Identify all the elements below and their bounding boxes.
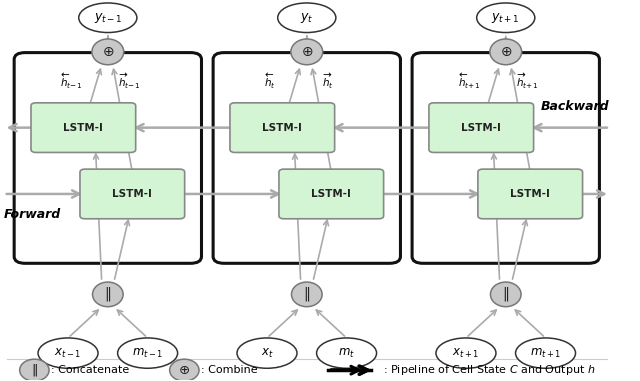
Text: $\overleftarrow{h}_{t\!+\!1}$: $\overleftarrow{h}_{t\!+\!1}$ xyxy=(458,71,480,91)
Text: $y_{t-1}$: $y_{t-1}$ xyxy=(93,11,122,25)
Ellipse shape xyxy=(436,338,496,368)
Text: $y_{t+1}$: $y_{t+1}$ xyxy=(492,11,520,25)
Text: $\Vert$: $\Vert$ xyxy=(104,285,111,303)
Text: $m_{t+1}$: $m_{t+1}$ xyxy=(530,347,561,360)
Text: $\overrightarrow{h}_{t\!+\!1}$: $\overrightarrow{h}_{t\!+\!1}$ xyxy=(516,71,538,91)
Text: $\Vert$: $\Vert$ xyxy=(303,285,310,303)
Text: Forward: Forward xyxy=(4,208,61,221)
FancyBboxPatch shape xyxy=(14,53,202,263)
Ellipse shape xyxy=(477,3,535,32)
Text: $\overrightarrow{h}_t$: $\overrightarrow{h}_t$ xyxy=(323,71,334,91)
Ellipse shape xyxy=(118,338,178,368)
Text: LSTM-I: LSTM-I xyxy=(63,123,103,133)
FancyBboxPatch shape xyxy=(478,169,582,219)
Ellipse shape xyxy=(20,359,49,381)
Ellipse shape xyxy=(170,359,199,381)
Text: $\Vert$: $\Vert$ xyxy=(31,362,38,378)
Text: $x_{t-1}$: $x_{t-1}$ xyxy=(54,347,81,360)
Text: LSTM-I: LSTM-I xyxy=(113,189,152,199)
Text: $m_{t-1}$: $m_{t-1}$ xyxy=(132,347,163,360)
Text: $\oplus$: $\oplus$ xyxy=(500,45,512,59)
FancyBboxPatch shape xyxy=(429,103,534,152)
Ellipse shape xyxy=(291,282,322,307)
Text: : Pipeline of Cell State $C$ and Output $h$: : Pipeline of Cell State $C$ and Output … xyxy=(383,363,596,377)
Ellipse shape xyxy=(92,39,124,65)
Text: $\oplus$: $\oplus$ xyxy=(102,45,114,59)
Text: LSTM-I: LSTM-I xyxy=(262,123,302,133)
Text: LSTM-I: LSTM-I xyxy=(461,123,501,133)
Text: $y_t$: $y_t$ xyxy=(300,11,314,25)
Ellipse shape xyxy=(291,39,323,65)
Text: $x_t$: $x_t$ xyxy=(260,347,273,360)
Ellipse shape xyxy=(490,39,522,65)
Ellipse shape xyxy=(278,3,336,32)
Text: $m_t$: $m_t$ xyxy=(338,347,355,360)
Ellipse shape xyxy=(516,338,575,368)
Text: $\overleftarrow{h}_{t\!-\!1}$: $\overleftarrow{h}_{t\!-\!1}$ xyxy=(60,71,82,91)
Ellipse shape xyxy=(317,338,376,368)
Text: LSTM-I: LSTM-I xyxy=(311,189,351,199)
Ellipse shape xyxy=(38,338,98,368)
FancyBboxPatch shape xyxy=(80,169,185,219)
Text: $x_{t+1}$: $x_{t+1}$ xyxy=(452,347,479,360)
Text: $\oplus$: $\oplus$ xyxy=(179,364,190,377)
FancyBboxPatch shape xyxy=(213,53,401,263)
Text: $\Vert$: $\Vert$ xyxy=(502,285,509,303)
Ellipse shape xyxy=(79,3,137,32)
Ellipse shape xyxy=(490,282,521,307)
Ellipse shape xyxy=(237,338,297,368)
Text: $\overrightarrow{h}_{t\!-\!1}$: $\overrightarrow{h}_{t\!-\!1}$ xyxy=(118,71,140,91)
FancyBboxPatch shape xyxy=(31,103,136,152)
Ellipse shape xyxy=(93,282,123,307)
FancyBboxPatch shape xyxy=(279,169,383,219)
Text: : Concatenate: : Concatenate xyxy=(51,365,129,375)
Text: Backward: Backward xyxy=(541,100,610,113)
Text: $\overleftarrow{h}_t$: $\overleftarrow{h}_t$ xyxy=(264,71,276,91)
Text: $\oplus$: $\oplus$ xyxy=(301,45,313,59)
Text: LSTM-I: LSTM-I xyxy=(510,189,550,199)
FancyBboxPatch shape xyxy=(412,53,600,263)
Text: : Combine: : Combine xyxy=(202,365,258,375)
FancyBboxPatch shape xyxy=(230,103,335,152)
